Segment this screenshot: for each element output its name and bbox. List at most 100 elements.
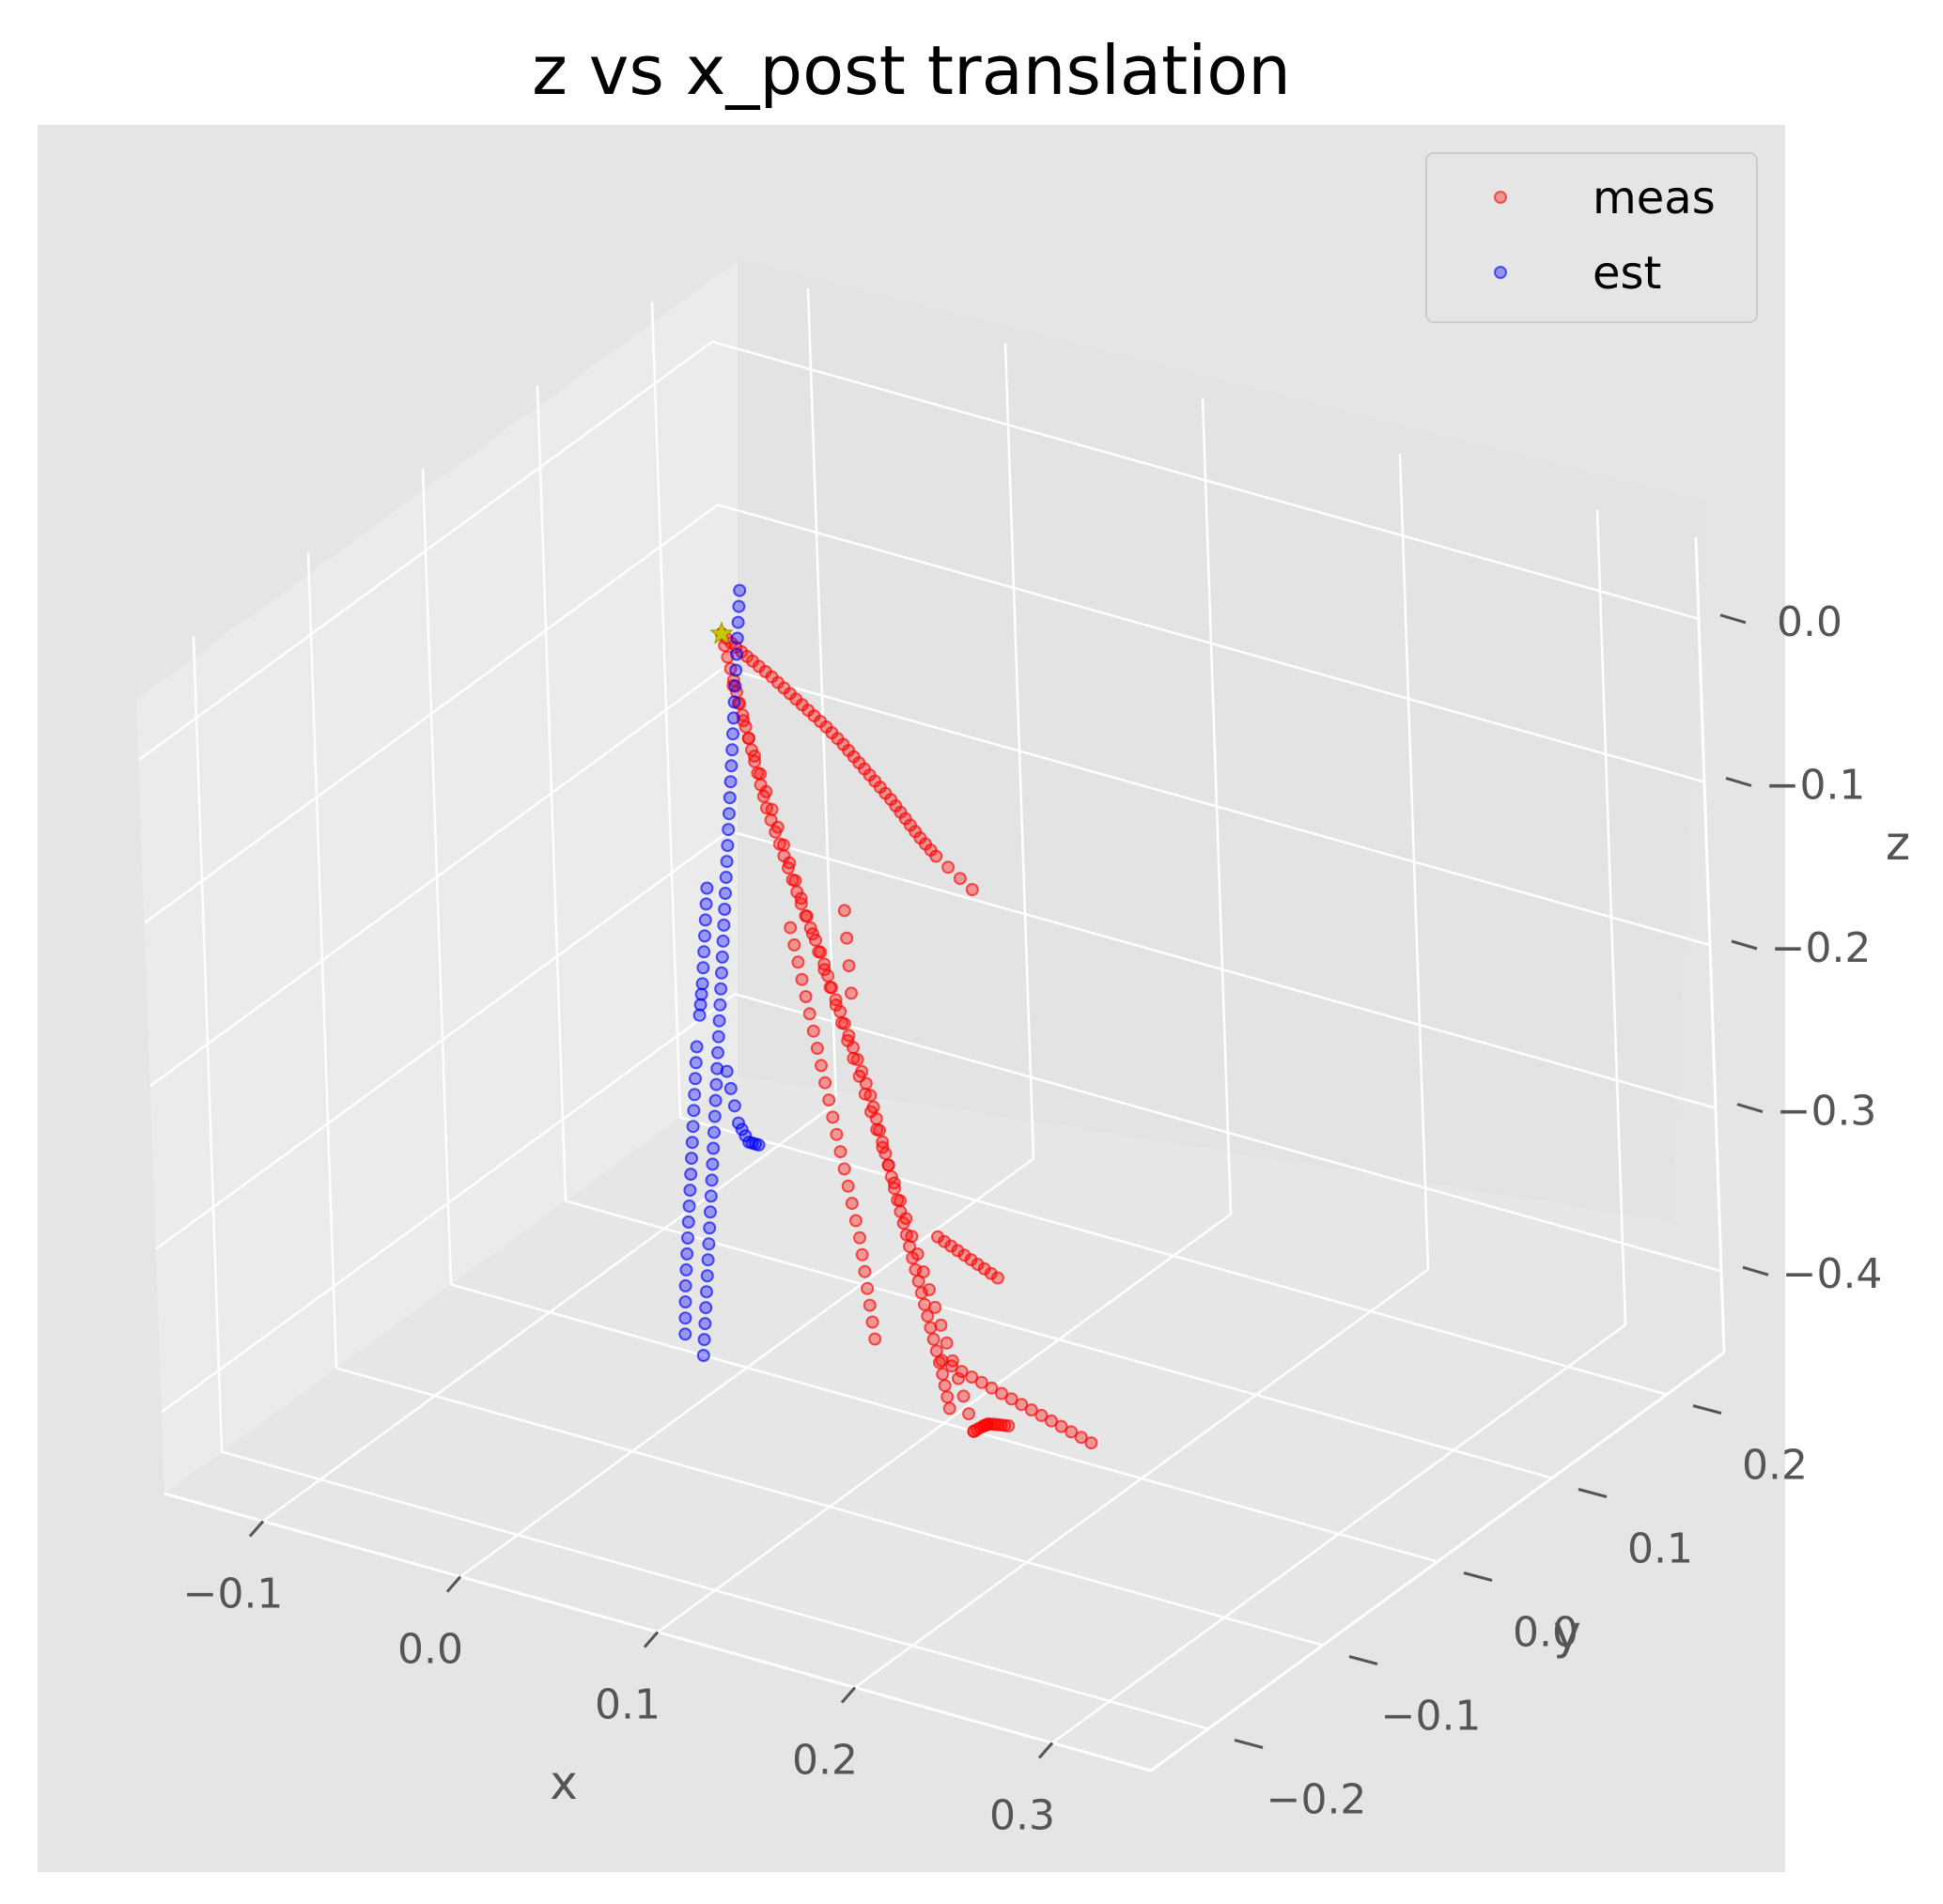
- meas-point: [921, 1309, 935, 1324]
- meas-point: [887, 1176, 901, 1190]
- meas-point: [1065, 1425, 1079, 1439]
- est-point: [714, 982, 728, 996]
- meas-point: [817, 963, 832, 977]
- z-tick-mark: [1725, 776, 1752, 787]
- x-tick-mark: [643, 1631, 660, 1649]
- meas-point: [853, 1231, 866, 1245]
- meas-point: [934, 1318, 948, 1332]
- est-point: [688, 1088, 702, 1102]
- grid-line-z-back: [728, 829, 1717, 1109]
- meas-point: [829, 998, 843, 1012]
- meas-point: [1054, 1419, 1068, 1433]
- meas-point: [847, 1051, 861, 1065]
- legend-label-est: est: [1593, 247, 1661, 300]
- est-point: [715, 966, 728, 980]
- est-point: [689, 1056, 703, 1070]
- meas-point: [784, 921, 798, 935]
- meas-point: [823, 981, 837, 995]
- est-point: [684, 1168, 698, 1182]
- est-point: [732, 599, 746, 613]
- legend-marker-est: [1494, 266, 1507, 279]
- z-tick-label: −0.1: [1765, 761, 1866, 809]
- est-point: [701, 1253, 715, 1267]
- grid-line-y-floor: [565, 1200, 1553, 1479]
- legend: meas est: [1425, 152, 1758, 323]
- grid-line-y-floor: [221, 1450, 1209, 1730]
- est-point: [730, 631, 744, 645]
- est-point: [733, 583, 747, 597]
- meas-point: [741, 732, 755, 745]
- meas-point: [926, 1332, 940, 1346]
- meas-point: [864, 1105, 878, 1119]
- est-point: [708, 1093, 723, 1107]
- meas-point: [858, 1264, 872, 1278]
- y-tick-label: 0.2: [1742, 1442, 1808, 1490]
- meas-point: [861, 1281, 875, 1295]
- meas-point: [905, 1230, 919, 1244]
- y-tick-mark: [1692, 1404, 1722, 1415]
- y-tick-mark: [1463, 1571, 1493, 1582]
- meas-point: [876, 1140, 890, 1154]
- est-point: [700, 1285, 713, 1299]
- y-tick-label: −0.2: [1267, 1776, 1367, 1824]
- meas-point: [956, 1389, 971, 1403]
- est-point: [722, 823, 736, 837]
- back-pane: [738, 261, 1705, 1221]
- est-point: [678, 1327, 692, 1341]
- meas-point: [1034, 1408, 1049, 1422]
- grid-line-z-back: [717, 503, 1705, 783]
- est-point: [711, 1029, 725, 1044]
- grid-line-z-left: [161, 993, 736, 1414]
- est-point: [683, 1184, 697, 1198]
- est-point: [728, 679, 742, 693]
- z-tick-label: −0.4: [1782, 1250, 1883, 1298]
- meas-point: [870, 1122, 884, 1137]
- z-tick-mark: [1719, 613, 1747, 625]
- meas-point: [826, 1110, 840, 1124]
- y-tick-label: 0.0: [1513, 1609, 1578, 1657]
- meas-point: [783, 856, 797, 870]
- z-tick-mark: [1736, 1103, 1764, 1114]
- est-point: [696, 961, 710, 975]
- est-point: [709, 1077, 723, 1091]
- x-tick-label: −0.1: [183, 1571, 284, 1618]
- grid-line-y-floor: [335, 1367, 1324, 1647]
- est-point: [699, 897, 713, 911]
- est-point: [693, 998, 707, 1012]
- meas-point: [865, 1315, 879, 1329]
- meas-point: [802, 1007, 816, 1021]
- est-point: [719, 871, 733, 884]
- grid-line-y-floor: [450, 1283, 1438, 1563]
- data-points: [678, 583, 1098, 1450]
- meas-point: [945, 1359, 958, 1373]
- est-point: [700, 1269, 714, 1283]
- est-point: [726, 711, 740, 725]
- est-point: [690, 1040, 704, 1054]
- meas-point: [759, 784, 773, 798]
- meas-point: [971, 1258, 985, 1271]
- meas-point: [837, 904, 851, 918]
- meas-point: [799, 990, 813, 1003]
- meas-point: [951, 1244, 965, 1258]
- meas-point: [787, 938, 801, 952]
- est-point: [689, 1072, 702, 1086]
- est-point: [678, 1278, 692, 1293]
- meas-point: [923, 1283, 936, 1296]
- y-axis-line: [1150, 1351, 1725, 1772]
- est-point: [724, 759, 738, 773]
- est-point: [725, 743, 739, 757]
- est-point: [723, 775, 738, 789]
- y-axis-label: y: [1553, 1605, 1581, 1660]
- est-point: [732, 1116, 745, 1130]
- meas-point: [918, 1297, 931, 1311]
- tick-labels: −0.1 0.0 0.1 0.2 0.3 −0.2 −0.1 0.0 0.1 0.2 −0.4 −0.…: [183, 598, 1883, 1840]
- z-axis-line: [1694, 536, 1726, 1354]
- est-point: [719, 887, 732, 900]
- est-point: [681, 1215, 695, 1229]
- meas-point: [791, 955, 805, 969]
- meas-point: [815, 1059, 828, 1073]
- meas-point: [940, 1390, 955, 1404]
- grid-line-z-back: [711, 340, 1700, 621]
- y-tick-label: 0.1: [1627, 1525, 1693, 1573]
- y-tick-mark: [1348, 1655, 1378, 1665]
